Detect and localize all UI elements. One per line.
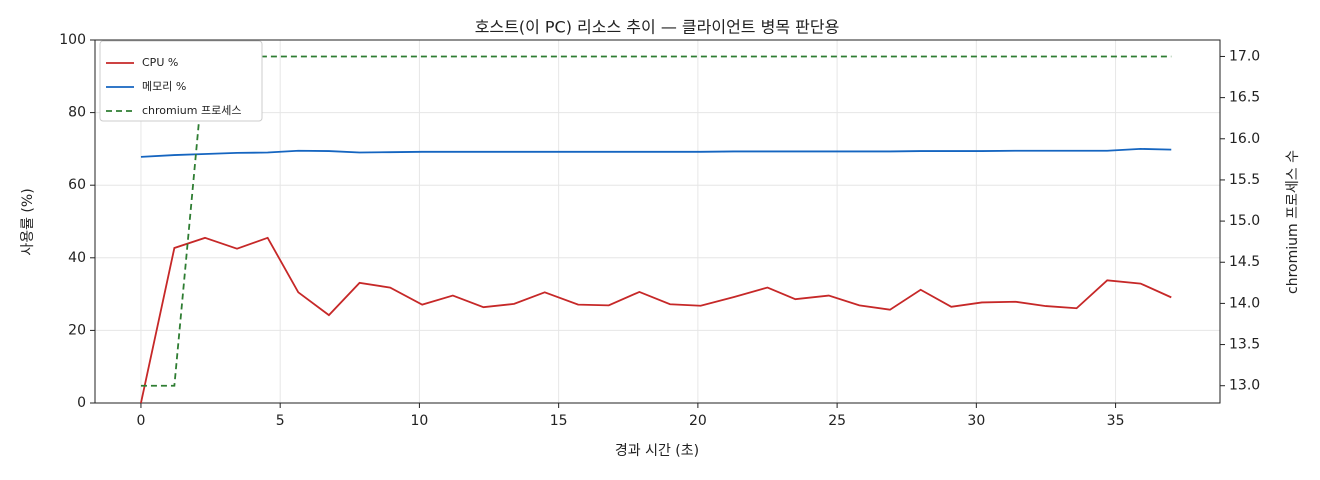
x-tick-label: 0 bbox=[136, 413, 145, 429]
y2-tick-label: 17.0 bbox=[1229, 48, 1260, 64]
y-tick-label: 100 bbox=[59, 32, 86, 48]
x-tick-label: 20 bbox=[689, 413, 707, 429]
y-tick-label: 60 bbox=[68, 177, 86, 193]
series-line bbox=[140, 55, 1172, 387]
legend-label: 메모리 % bbox=[142, 80, 186, 93]
x-tick-label: 15 bbox=[550, 413, 568, 429]
x-tick-label: 30 bbox=[967, 413, 985, 429]
x-tick-label: 10 bbox=[410, 413, 428, 429]
y-axis-label: 사용률 (%) bbox=[20, 188, 36, 255]
chart-title: 호스트(이 PC) 리소스 추이 — 클라이언트 병목 판단용 bbox=[475, 18, 840, 37]
x-tick-label: 5 bbox=[276, 413, 285, 429]
y-tick-label: 80 bbox=[68, 105, 86, 121]
y2-tick-label: 14.5 bbox=[1229, 254, 1260, 270]
y-tick-label: 0 bbox=[77, 395, 86, 411]
x-tick-label: 25 bbox=[828, 413, 846, 429]
series-line bbox=[140, 147, 1172, 158]
y2-tick-label: 13.5 bbox=[1229, 337, 1260, 353]
legend-box bbox=[99, 40, 263, 122]
y-tick-label: 20 bbox=[68, 322, 86, 338]
legend-label: chromium 프로세스 bbox=[142, 104, 241, 117]
x-axis-label: 경과 시간 (초) bbox=[615, 443, 699, 459]
y2-tick-label: 15.5 bbox=[1229, 172, 1260, 188]
series-line bbox=[140, 236, 1172, 404]
legend: CPU % 메모리 % chromium 프로세스 bbox=[99, 40, 263, 122]
y2-axis-label: chromium 프로세스 수 bbox=[1285, 150, 1301, 294]
y2-tick-label: 16.5 bbox=[1229, 90, 1260, 106]
plot-frame bbox=[94, 39, 1221, 404]
y2-tick-label: 16.0 bbox=[1229, 131, 1260, 147]
y-tick-label: 40 bbox=[68, 250, 86, 266]
y2-tick-label: 13.0 bbox=[1229, 378, 1260, 394]
legend-label: CPU % bbox=[142, 56, 178, 69]
y2-tick-label: 15.0 bbox=[1229, 213, 1260, 229]
x-tick-label: 35 bbox=[1107, 413, 1125, 429]
y2-tick-label: 14.0 bbox=[1229, 295, 1260, 311]
